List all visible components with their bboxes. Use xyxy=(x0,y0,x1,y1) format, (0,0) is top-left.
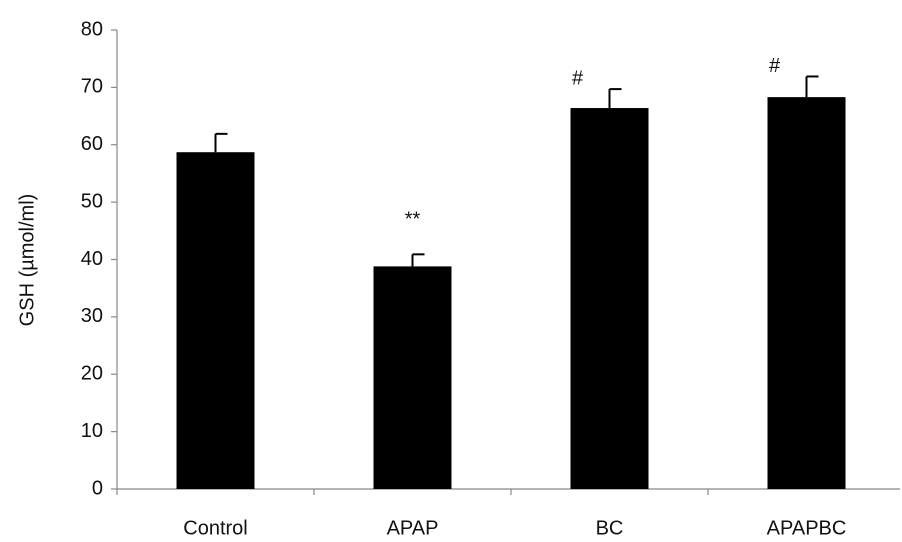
significance-label: ** xyxy=(405,209,421,231)
x-tick-label: APAPBC xyxy=(767,517,847,539)
y-tick-label: 40 xyxy=(81,248,103,270)
significance-label: # xyxy=(769,55,781,77)
y-tick-label: 10 xyxy=(81,420,103,442)
y-tick-label: 50 xyxy=(81,190,103,212)
x-tick-label: BC xyxy=(596,517,624,539)
significance-label: # xyxy=(572,67,584,89)
bar xyxy=(176,152,255,490)
x-tick-label: APAP xyxy=(387,517,439,539)
y-axis-label: GSH (µmol/ml) xyxy=(16,194,38,327)
y-tick-label: 80 xyxy=(81,18,103,40)
bar xyxy=(767,97,846,489)
y-tick-label: 30 xyxy=(81,305,103,327)
y-tick-label: 70 xyxy=(81,76,103,98)
x-tick-label: Control xyxy=(183,517,247,539)
bar xyxy=(570,108,649,489)
bar xyxy=(373,266,452,489)
y-tick-label: 20 xyxy=(81,363,103,385)
y-tick-label: 60 xyxy=(81,133,103,155)
y-tick-label: 0 xyxy=(92,477,103,499)
